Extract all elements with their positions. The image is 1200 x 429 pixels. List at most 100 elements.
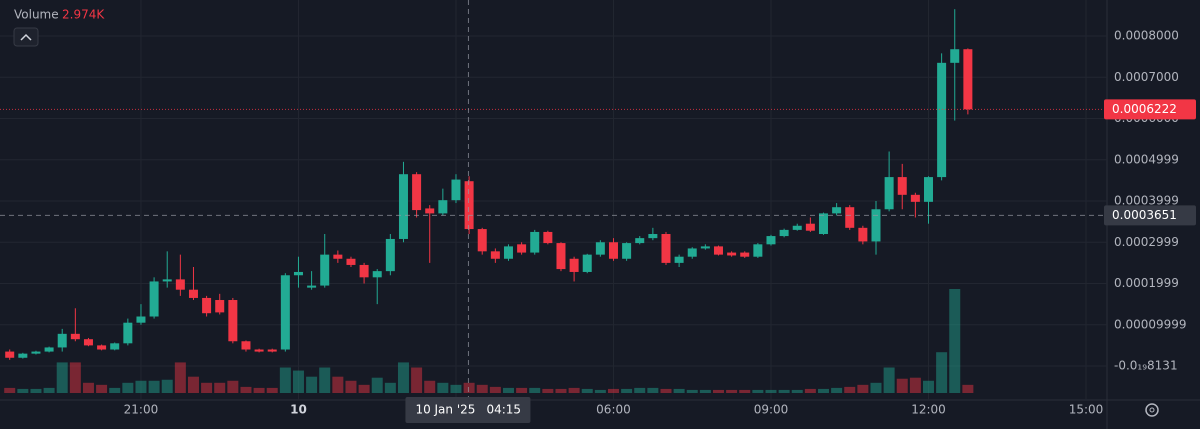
y-tick-label: 0.0007000 [1114, 70, 1179, 84]
candle-body [530, 231, 540, 253]
candle-body [858, 227, 868, 242]
candle-body [910, 194, 920, 202]
candle-body [713, 246, 723, 255]
candle-body [700, 246, 710, 249]
candle-body [923, 177, 933, 202]
candle-body [884, 177, 894, 210]
candle-body [517, 244, 527, 253]
volume-bar [909, 377, 921, 393]
last-price-badge [1104, 99, 1196, 120]
volume-bar [489, 386, 501, 393]
volume-bar [936, 352, 948, 393]
candle-body [963, 49, 973, 110]
candle-body [136, 316, 146, 323]
crosshair-date-label: 10 Jan '25 [415, 403, 475, 417]
volume-bar [4, 387, 16, 393]
candle-body [202, 297, 212, 314]
collapse-icon [20, 33, 32, 41]
volume-bar [542, 388, 554, 393]
volume-bar [804, 388, 816, 393]
candle-body [950, 49, 960, 63]
candle-body [543, 231, 553, 244]
y-tick-label: 0.0002999 [1114, 235, 1179, 249]
volume-bar [634, 387, 646, 393]
candle-body [267, 349, 277, 352]
candle-body [110, 343, 120, 350]
candle-body [792, 225, 802, 230]
candle-body [307, 285, 317, 288]
candle-body [175, 279, 185, 290]
candle-body [674, 256, 684, 263]
volume-bar [529, 387, 541, 393]
volume-bar [752, 389, 764, 393]
volume-bar [581, 388, 593, 393]
volume-bar [686, 389, 698, 393]
volume-bar [857, 384, 869, 393]
volume-bar [56, 362, 68, 393]
candle-body [372, 271, 382, 278]
candle-body [280, 275, 290, 350]
candle-body [359, 264, 369, 278]
volume-bar [30, 388, 42, 393]
volume-bar [82, 382, 94, 393]
volume-bar [266, 387, 278, 393]
volume-bar [161, 379, 173, 393]
candle-body [477, 229, 487, 252]
volume-bar [699, 389, 711, 393]
volume-bar [411, 367, 423, 393]
candle-body [412, 174, 422, 211]
candle-body [569, 258, 579, 272]
candle-body [766, 236, 776, 245]
volume-bar [96, 384, 108, 393]
volume-bar [922, 380, 934, 393]
volume-bar [437, 382, 449, 393]
candle-body [398, 174, 408, 239]
candle-body [832, 207, 842, 214]
candle-body [18, 353, 28, 358]
crosshair-price-badge [1104, 205, 1196, 226]
volume-bar [712, 389, 724, 393]
candle-body [188, 289, 198, 298]
candle-body [57, 333, 67, 348]
candle-body [753, 244, 763, 257]
volume-bar [660, 388, 672, 393]
collapse-button[interactable] [13, 27, 39, 47]
y-tick-label: 0.0004999 [1114, 152, 1179, 166]
candle-body [845, 207, 855, 228]
crosshair-price-label: 0.0003651 [1112, 208, 1177, 222]
x-tick-label: 09:00 [754, 403, 789, 417]
candle-body [464, 181, 474, 230]
y-tick-label: 0.0008000 [1114, 29, 1179, 43]
volume-bar [778, 389, 790, 393]
volume-bar [187, 376, 199, 393]
candle-body [897, 177, 907, 195]
volume-bar [831, 387, 843, 393]
y-tick-label: 0.0003999 [1114, 194, 1179, 208]
y-tick-label: 0.0001999 [1114, 276, 1179, 290]
y-tick-label: -0.0₁₉8131 [1114, 359, 1178, 373]
volume-bar [292, 370, 304, 393]
x-tick-label: 21:00 [124, 403, 159, 417]
settings-icon[interactable] [1145, 403, 1159, 417]
crosshair-time-badge [405, 397, 531, 423]
candle-body [608, 242, 618, 259]
candle-body [44, 347, 54, 352]
candle-body [687, 248, 697, 257]
candle-body [805, 223, 815, 231]
volume-bar [17, 388, 29, 393]
volume-bar [765, 389, 777, 393]
volume-bar [253, 387, 265, 393]
volume-bar [450, 384, 462, 393]
candle-body [556, 243, 566, 270]
crosshair-time-label: 04:15 [486, 403, 521, 417]
y-tick-label: 0.00009999 [1114, 317, 1187, 331]
candle-body [70, 333, 80, 340]
volume-bar [69, 362, 81, 393]
volume-bar [568, 387, 580, 393]
candle-body [490, 251, 500, 259]
volume-bar [332, 376, 344, 393]
candle-body [740, 252, 750, 257]
volume-bar [371, 377, 383, 393]
candle-body [648, 234, 658, 239]
